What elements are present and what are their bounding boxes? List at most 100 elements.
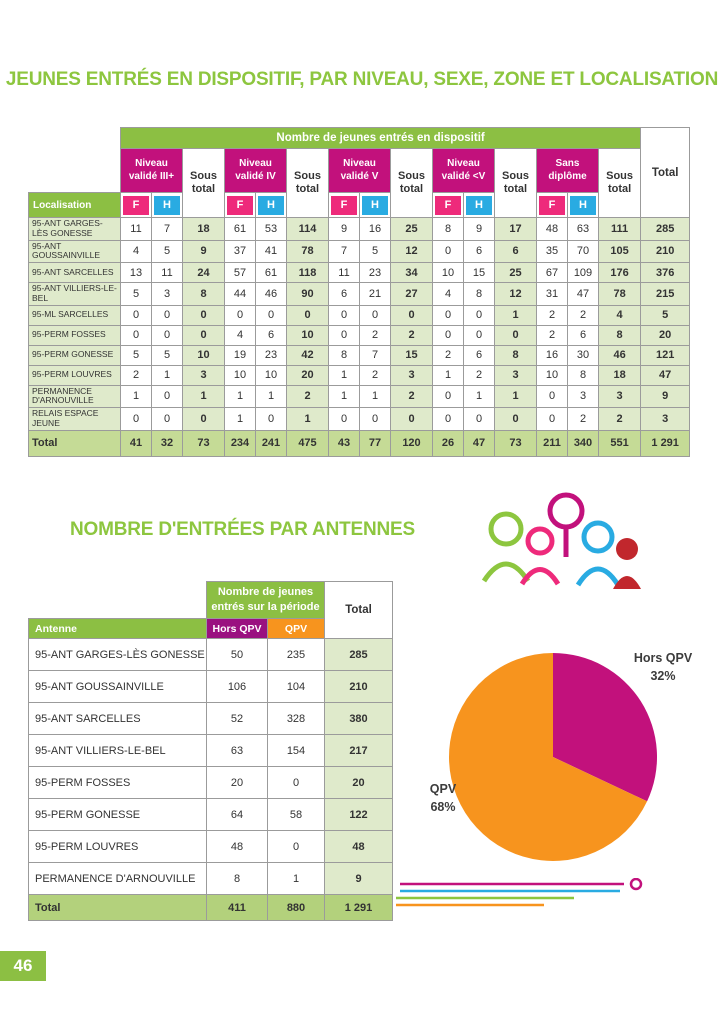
value-cell: 8: [494, 344, 537, 366]
value-cell: 63: [206, 734, 268, 767]
corner-cell: [28, 581, 207, 619]
section2-title: NOMBRE D'ENTRÉES PAR ANTENNES: [70, 519, 415, 540]
value-cell: 109: [567, 262, 599, 284]
value-cell: 1: [182, 384, 225, 409]
value-cell: 9: [182, 239, 225, 264]
value-cell: 3: [182, 364, 225, 386]
value-cell: 41: [255, 239, 287, 264]
total-value-cell: 211: [536, 429, 568, 457]
value-cell: 18: [182, 217, 225, 241]
value-cell: 90: [286, 282, 329, 306]
value-cell: 35: [536, 239, 568, 264]
value-cell: 1: [432, 364, 464, 386]
total-row-label: Total: [28, 894, 207, 921]
value-cell: 47: [640, 364, 691, 386]
table-row: 95-ANT GARGES-LÈS GONESSE 50 235 285: [28, 638, 393, 671]
total-value-cell: 1 291: [640, 429, 691, 457]
sous-total-header: Sous total: [286, 148, 329, 218]
value-cell: 5: [120, 344, 152, 366]
person-icon: [547, 492, 585, 557]
value-cell: 1: [120, 384, 152, 409]
value-cell: 2: [120, 364, 152, 386]
value-cell: 0: [432, 304, 464, 326]
row-label: 95-ANT GOUSSAINVILLE: [28, 239, 121, 264]
value-cell: 4: [120, 239, 152, 264]
value-cell: 2: [390, 324, 433, 346]
table-row: 95-ANT VILLIERS-LE-BEL 5 3 8 44 46 90 6 21 27 4 8 12…: [28, 282, 691, 306]
row-label: 95-ML SARCELLES: [28, 304, 121, 326]
value-cell: 7: [151, 217, 183, 241]
value-cell: 0: [390, 304, 433, 326]
value-cell: 8: [567, 364, 599, 386]
value-cell: 67: [536, 262, 568, 284]
value-cell: 48: [324, 830, 393, 863]
value-cell: 10: [255, 364, 287, 386]
value-cell: 34: [390, 262, 433, 284]
value-cell: 11: [328, 262, 360, 284]
value-cell: 285: [324, 638, 393, 671]
value-cell: 3: [494, 364, 537, 386]
total-value-cell: 551: [597, 429, 642, 457]
value-cell: 176: [597, 262, 642, 284]
value-cell: 23: [359, 262, 391, 284]
total-value-cell: 73: [494, 429, 537, 457]
total-value-cell: 77: [359, 429, 391, 457]
h-label: H: [258, 195, 284, 215]
value-cell: 78: [597, 282, 642, 306]
value-cell: 118: [286, 262, 329, 284]
total-column-header: Total: [324, 581, 393, 639]
qpv-pie-chart: [449, 653, 658, 861]
value-cell: 0: [359, 304, 391, 326]
value-cell: 70: [567, 239, 599, 264]
total-value-cell: 340: [567, 429, 599, 457]
row-label: PERMANENCE D'ARNOUVILLE: [28, 384, 121, 409]
value-cell: 0: [463, 407, 495, 431]
value-cell: 0: [432, 384, 464, 409]
pie-label-text: QPV: [429, 782, 457, 796]
value-cell: 0: [494, 407, 537, 431]
corner-cell: [28, 127, 121, 193]
value-cell: 0: [328, 407, 360, 431]
value-cell: 2: [597, 407, 642, 431]
value-cell: 0: [182, 304, 225, 326]
value-cell: 20: [286, 364, 329, 386]
person-icon: [613, 538, 641, 589]
value-cell: 104: [267, 670, 325, 703]
total-value-cell: 26: [432, 429, 464, 457]
value-cell: 30: [567, 344, 599, 366]
value-cell: 2: [567, 304, 599, 326]
value-cell: 2: [567, 407, 599, 431]
value-cell: 4: [224, 324, 256, 346]
total-value-cell: 880: [267, 894, 325, 921]
pie-label-pct: 32%: [650, 669, 676, 684]
value-cell: 1: [255, 384, 287, 409]
value-cell: 7: [359, 344, 391, 366]
value-cell: 19: [224, 344, 256, 366]
value-cell: 64: [206, 798, 268, 831]
value-cell: 210: [640, 239, 691, 264]
value-cell: 328: [267, 702, 325, 735]
table-row: 95-PERM FOSSES 0 0 0 4 6 10 0 2 2 0 0 0 2 6 8 20: [28, 324, 691, 346]
table1-header-row-2: Niveau validé III+ Sous total Niveau val…: [29, 148, 690, 218]
value-cell: 1: [463, 384, 495, 409]
value-cell: 121: [640, 344, 691, 366]
value-cell: 0: [182, 324, 225, 346]
value-cell: 1: [328, 364, 360, 386]
value-cell: 27: [390, 282, 433, 306]
h-column-header: H: [359, 192, 391, 218]
value-cell: 16: [536, 344, 568, 366]
value-cell: 106: [206, 670, 268, 703]
value-cell: 50: [206, 638, 268, 671]
value-cell: 1: [267, 862, 325, 895]
f-column-header: F: [536, 192, 568, 218]
value-cell: 2: [536, 304, 568, 326]
table2-header-row-2: Antenne Hors QPV QPV: [28, 618, 393, 639]
group-header-sans-diplome: Sans diplôme: [536, 148, 599, 193]
value-cell: 0: [536, 384, 568, 409]
sous-total-header: Sous total: [390, 148, 433, 218]
value-cell: 9: [640, 384, 691, 409]
value-cell: 1: [359, 384, 391, 409]
value-cell: 11: [120, 217, 152, 241]
table-row: 95-ANT SARCELLES 52 328 380: [28, 702, 393, 735]
value-cell: 48: [536, 217, 568, 241]
